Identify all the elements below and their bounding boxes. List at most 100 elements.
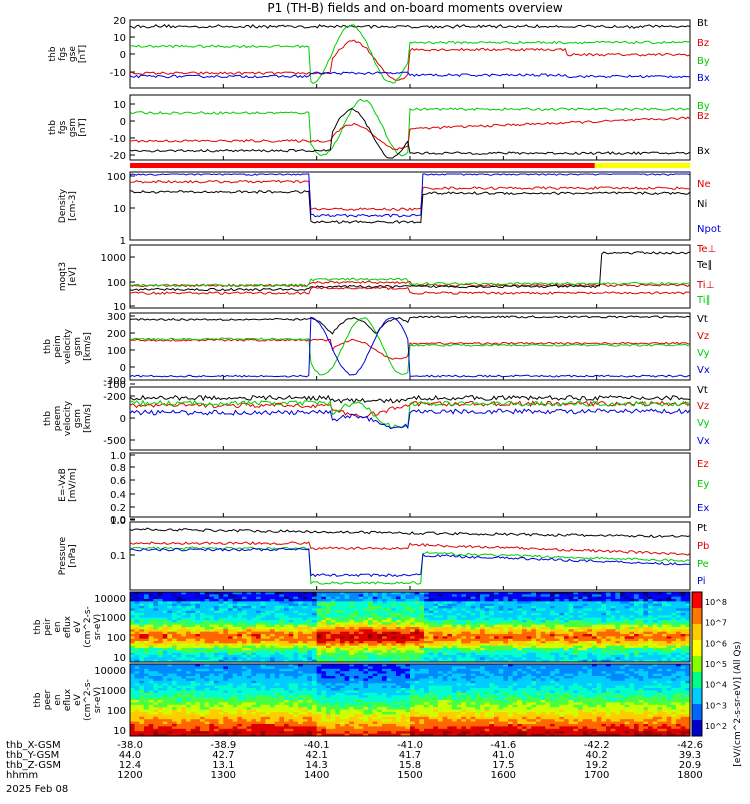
heatmap-cell [321, 646, 326, 649]
heatmap-cell [181, 618, 186, 621]
heatmap-cell [242, 611, 247, 614]
heatmap-cell [130, 625, 135, 628]
heatmap-cell [130, 700, 135, 703]
heatmap-cell [335, 615, 340, 618]
heatmap-cell [569, 594, 574, 597]
heatmap-cell [135, 693, 140, 696]
heatmap-cell [270, 646, 275, 649]
heatmap-cell [601, 653, 606, 656]
heatmap-cell [251, 639, 256, 642]
heatmap-cell [153, 594, 158, 597]
heatmap-cell [289, 700, 294, 703]
heatmap-cell [639, 657, 644, 660]
heatmap-cell [149, 731, 154, 734]
heatmap-cell [256, 698, 261, 701]
heatmap-cell [200, 710, 205, 713]
heatmap-cell [251, 686, 256, 689]
heatmap-cell [643, 620, 648, 623]
heatmap-cell [494, 648, 499, 651]
heatmap-cell [303, 705, 308, 708]
heatmap-cell [517, 653, 522, 656]
heatmap-cell [223, 625, 228, 628]
heatmap-cell [149, 695, 154, 698]
heatmap-cell [223, 724, 228, 727]
heatmap-cell [233, 648, 238, 651]
heatmap-cell [634, 657, 639, 660]
heatmap-cell [163, 671, 168, 674]
heatmap-cell [139, 693, 144, 696]
heatmap-cell [177, 653, 182, 656]
heatmap-cell [541, 606, 546, 609]
heatmap-cell [611, 636, 616, 639]
heatmap-cell [186, 700, 191, 703]
heatmap-cell [522, 608, 527, 611]
heatmap-cell [130, 613, 135, 616]
heatmap-cell [298, 632, 303, 635]
heatmap-cell [205, 707, 210, 710]
heatmap-cell [200, 731, 205, 734]
heatmap-cell [345, 594, 350, 597]
heatmap-cell [242, 729, 247, 732]
heatmap-cell [657, 648, 662, 651]
heatmap-cell [177, 729, 182, 732]
heatmap-cell [429, 653, 434, 656]
heatmap-cell [326, 648, 331, 651]
heatmap-cell [261, 620, 266, 623]
heatmap-cell [195, 719, 200, 722]
heatmap-cell [639, 634, 644, 637]
heatmap-cell [289, 650, 294, 653]
heatmap-cell [139, 622, 144, 625]
heatmap-cell [144, 729, 149, 732]
heatmap-cell [247, 613, 252, 616]
heatmap-cell [200, 693, 205, 696]
heatmap-cell [237, 620, 242, 623]
heatmap-cell [363, 639, 368, 642]
heatmap-cell [298, 690, 303, 693]
y-tick-label: 0 [120, 117, 126, 128]
heatmap-cell [475, 625, 480, 628]
heatmap-cell [307, 599, 312, 602]
heatmap-cell [247, 650, 252, 653]
heatmap-cell [289, 698, 294, 701]
heatmap-cell [135, 678, 140, 681]
heatmap-cell [270, 597, 275, 600]
heatmap-cell [527, 643, 532, 646]
heatmap-cell [233, 719, 238, 722]
heatmap-cell [256, 674, 261, 677]
heatmap-cell [247, 683, 252, 686]
heatmap-cell [447, 622, 452, 625]
heatmap-cell [181, 729, 186, 732]
heatmap-cell [349, 627, 354, 630]
heatmap-cell [606, 650, 611, 653]
heatmap-cell [256, 669, 261, 672]
heatmap-cell [279, 639, 284, 642]
heatmap-cell [517, 606, 522, 609]
heatmap-cell [233, 714, 238, 717]
heatmap-cell [191, 636, 196, 639]
heatmap-cell [279, 620, 284, 623]
heatmap-cell [167, 702, 172, 705]
heatmap-cell [345, 608, 350, 611]
heatmap-cell [228, 613, 233, 616]
heatmap-cell [494, 608, 499, 611]
heatmap-cell [662, 629, 667, 632]
heatmap-cell [237, 594, 242, 597]
heatmap-cell [382, 620, 387, 623]
heatmap-cell [293, 597, 298, 600]
heatmap-cell [447, 611, 452, 614]
heatmap-cell [452, 653, 457, 656]
heatmap-cell [167, 724, 172, 727]
heatmap-cell [625, 615, 630, 618]
heatmap-cell [251, 724, 256, 727]
heatmap-cell [475, 634, 480, 637]
heatmap-cell [573, 629, 578, 632]
heatmap-cell [681, 601, 686, 604]
heatmap-cell [359, 634, 364, 637]
heatmap-cell [242, 627, 247, 630]
heatmap-cell [219, 604, 224, 607]
heatmap-cell [265, 669, 270, 672]
heatmap-cell [209, 722, 214, 725]
heatmap-cell [205, 648, 210, 651]
heatmap-cell [279, 719, 284, 722]
heatmap-cell [531, 622, 536, 625]
